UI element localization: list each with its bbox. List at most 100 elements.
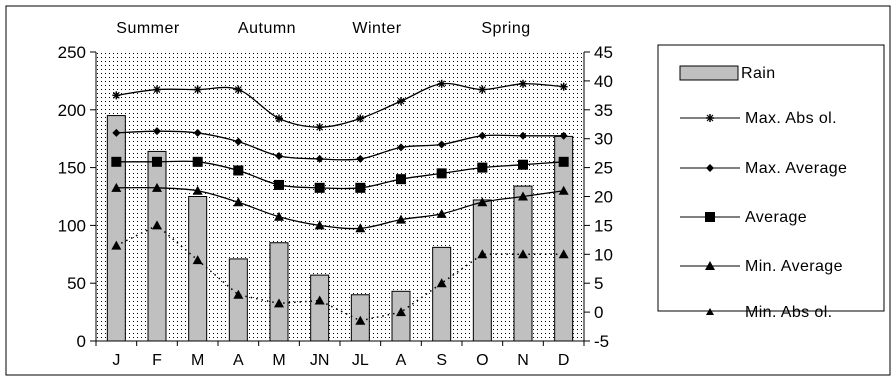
rain-bar [432,246,452,342]
star-marker [356,114,365,123]
triangle-marker [314,295,325,305]
legend-rain-swatch [679,65,739,81]
marker-stroke [478,86,486,93]
triangle-marker [274,211,284,221]
diamond-marker [397,143,405,152]
plot-area [96,52,584,341]
right-axis-tick-label: 0 [594,303,603,322]
right-axis-tick-label: 35 [594,101,613,120]
marker-stroke [112,91,120,99]
marker-stroke [316,123,324,131]
triangle-marker [111,182,122,192]
diamond-marker [478,131,487,140]
series-2 [112,127,568,163]
season-label-winter: Winter [352,20,401,37]
rain-bar [188,196,208,342]
temperature-lines [111,79,569,325]
legend-avg-label: Average [745,209,807,226]
diamond-marker [559,131,568,140]
marker-stroke [519,80,527,88]
star-marker [478,85,487,94]
x-axis-tick-label: A [233,352,244,369]
marker-stroke [194,86,202,93]
square-marker [314,182,325,193]
rain-bar [228,258,248,342]
star-marker [193,85,202,94]
triangle-marker [233,197,244,207]
x-axis-tick-label: S [436,352,447,369]
series-5 [111,220,569,325]
triangle-marker [436,278,447,288]
triangle-marker [111,240,122,250]
season-label-autumn: Autumn [238,20,296,37]
square-marker [192,156,203,167]
square-marker [396,174,406,185]
legend-max-abs-star-icon [706,114,714,122]
square-marker [436,168,447,179]
x-axis-tick-label: F [152,352,162,369]
left-axis-tick-label: 100 [58,216,86,235]
x-axis-tick-label: A [396,352,407,369]
season-label-spring: Spring [481,20,530,37]
right-axis-tick-label: 25 [594,159,613,178]
rain-bar [147,150,167,342]
rain-bar [472,199,492,342]
marker-stroke [153,86,161,93]
legend-min-abs-triangle-icon [706,308,714,315]
x-axis-tick-label: M [272,352,285,369]
triangle-marker [396,307,406,317]
x-axis-tick-label: N [517,352,529,369]
marker-stroke [234,86,242,93]
triangle-marker [396,214,406,224]
triangle-marker [233,289,244,299]
legend-max-avg-diamond-icon [706,164,714,172]
legend-max-abs-label: Max. Abs ol. [745,110,837,127]
diamond-marker [193,128,202,137]
marker-stroke [560,83,568,91]
right-axis-tick-label: 10 [594,245,613,264]
triangle-marker [477,197,488,207]
left-axis-tick-label: 0 [77,332,86,351]
star-marker [559,82,568,91]
rain-bar [269,242,289,342]
x-axis-tick-label: JL [352,352,369,369]
square-marker [274,179,284,190]
diamond-marker [275,152,283,161]
left-axis-tick-label: 250 [58,43,86,62]
square-marker [152,156,162,167]
x-axis-tick-label: O [476,352,488,369]
season-label-summer: Summer [116,20,180,37]
rain-bars [106,115,574,342]
triangle-marker [355,315,366,325]
marker-stroke [356,115,364,122]
series-3 [111,156,569,193]
star-marker [112,91,121,100]
square-marker [518,159,528,170]
x-axis-tick-label: JN [310,352,330,369]
rain-bar [106,115,126,342]
series-1 [112,79,568,132]
square-marker [477,162,488,173]
star-marker [519,79,527,88]
right-axis-tick-label: 15 [594,216,613,235]
marker-stroke [438,80,446,88]
right-axis-tick-label: 5 [594,274,603,293]
marker-stroke [397,97,405,105]
legend-min-abs-label: Min. Abs ol. [745,304,833,321]
diamond-marker [315,154,324,163]
square-marker [233,165,244,176]
star-marker [315,123,324,132]
triangle-marker [477,249,488,259]
rain-bar [310,274,330,342]
left-axis-tick-label: 200 [58,101,86,120]
star-marker [397,97,405,106]
right-axis-tick-label: 30 [594,130,613,149]
left-axis-tick-label: 50 [67,274,86,293]
square-marker [111,156,122,167]
star-marker [234,85,243,94]
right-axis-tick-label: 40 [594,72,613,91]
legend: Rain Max. Abs ol. Max. Average Average M… [657,44,885,321]
diamond-marker [519,131,527,140]
series-line [116,186,564,230]
